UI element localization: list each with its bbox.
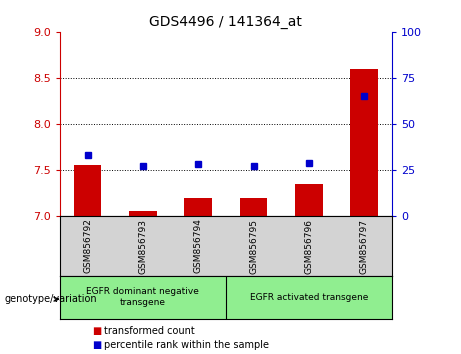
Text: GSM856792: GSM856792 bbox=[83, 218, 92, 274]
Bar bbox=[184, 198, 212, 216]
Bar bbox=[295, 184, 323, 216]
Text: EGFR activated transgene: EGFR activated transgene bbox=[250, 293, 368, 302]
Text: transformed count: transformed count bbox=[104, 326, 195, 336]
Text: GSM856793: GSM856793 bbox=[138, 218, 148, 274]
Bar bbox=[74, 165, 101, 216]
Title: GDS4496 / 141364_at: GDS4496 / 141364_at bbox=[149, 16, 302, 29]
Text: ■: ■ bbox=[92, 340, 101, 350]
Text: ■: ■ bbox=[92, 326, 101, 336]
Text: EGFR dominant negative
transgene: EGFR dominant negative transgene bbox=[87, 287, 199, 307]
Text: GSM856795: GSM856795 bbox=[249, 218, 258, 274]
Text: genotype/variation: genotype/variation bbox=[5, 294, 97, 304]
Text: percentile rank within the sample: percentile rank within the sample bbox=[104, 340, 269, 350]
Bar bbox=[129, 211, 157, 216]
Text: GSM856794: GSM856794 bbox=[194, 218, 203, 274]
Bar bbox=[350, 69, 378, 216]
Bar bbox=[240, 198, 267, 216]
Text: GSM856796: GSM856796 bbox=[304, 218, 313, 274]
Text: GSM856797: GSM856797 bbox=[360, 218, 369, 274]
